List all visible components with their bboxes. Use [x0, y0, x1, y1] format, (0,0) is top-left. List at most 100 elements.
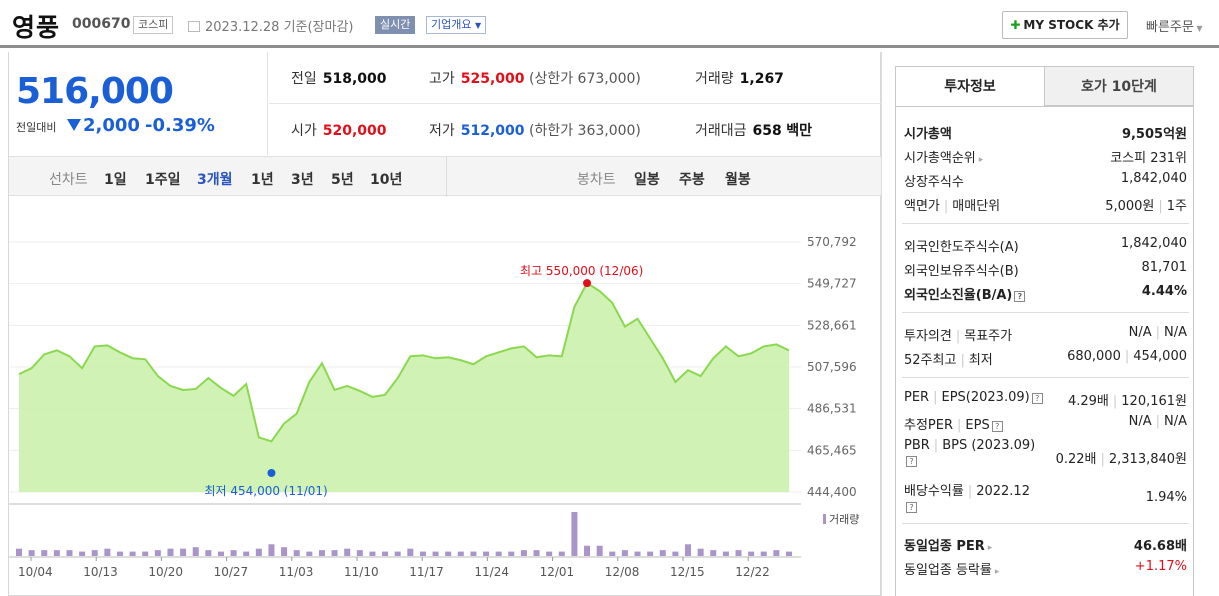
info-value-text: 120,161원	[1121, 394, 1187, 409]
chevron-right-icon: ▸	[978, 155, 984, 165]
info-mcap-rank[interactable]: 시가총액순위 ▸ 코스피 231위	[904, 147, 1187, 167]
chevron-down-icon: ▼	[1193, 24, 1203, 33]
prev-diff-label: 전일대비	[16, 121, 57, 134]
info-par: 액면가 | 매매단위 5,000원 | 1주	[904, 195, 1187, 215]
period-3y[interactable]: 3년	[291, 172, 314, 188]
help-icon[interactable]: ?	[1031, 393, 1043, 404]
period-10y[interactable]: 10년	[370, 172, 403, 188]
market-badge: 코스피	[133, 16, 174, 34]
company-overview-button[interactable]: 기업개요 ▼	[426, 16, 487, 34]
volume-bar	[154, 550, 161, 556]
volume-bar	[167, 548, 174, 556]
date-text: 2023.12.28 기준(장마감)	[205, 20, 354, 35]
info-value: N/A | N/A	[1128, 325, 1187, 340]
info-key: 동일업종 PER ▸	[904, 535, 992, 554]
realtime-badge[interactable]: 실시간	[375, 16, 416, 34]
info-industry-rate[interactable]: 동일업종 등락률 ▸ +1.17%	[904, 559, 1187, 579]
chevron-right-icon: ▸	[987, 543, 993, 553]
candle-monthly[interactable]: 월봉	[725, 172, 751, 188]
info-value: 46.68배	[1133, 539, 1187, 554]
volume-bar	[748, 551, 755, 556]
info-value: +1.17%	[1134, 559, 1187, 574]
info-key: 액면가 | 매매단위	[904, 199, 1001, 214]
help-icon[interactable]: ?	[991, 421, 1003, 432]
volume-bar	[318, 550, 325, 556]
invest-info-box: 시가총액 9,505억원 시가총액순위 ▸ 코스피 231위 상장주식수 1,842,0…	[895, 106, 1194, 596]
info-value: 680,000 | 454,000	[1067, 349, 1187, 364]
info-value: N/A | N/A	[1128, 414, 1187, 429]
help-icon[interactable]: ?	[906, 456, 917, 467]
current-price: 516,000	[16, 71, 174, 112]
tab-invest-info[interactable]: 투자정보	[895, 66, 1045, 106]
period-1y[interactable]: 1년	[251, 172, 274, 188]
info-key: 동일업종 등락률 ▸	[904, 559, 999, 578]
info-industry-per[interactable]: 동일업종 PER ▸ 46.68배	[904, 535, 1187, 555]
price-area	[19, 283, 789, 492]
period-1d[interactable]: 1일	[104, 172, 127, 188]
info-key-text: 2022.12	[976, 484, 1030, 499]
volume-bar	[293, 550, 300, 556]
candle-chart-label: 봉차트	[577, 172, 616, 188]
volume-bar	[672, 551, 679, 556]
x-tick-label: 12/08	[605, 565, 640, 579]
my-stock-add-button[interactable]: ✚ MY STOCK 추가	[1002, 11, 1128, 39]
plus-icon: ✚	[1010, 18, 1021, 32]
high-label: 최고 550,000 (12/06)	[520, 264, 643, 278]
info-key-text: 배당수익률	[904, 484, 964, 499]
volume-bar	[41, 550, 48, 556]
candle-weekly[interactable]: 주봉	[679, 172, 705, 188]
period-5y[interactable]: 5년	[331, 172, 354, 188]
info-value-text: 680,000	[1067, 349, 1121, 364]
tab-hoga[interactable]: 호가 10단계	[1044, 66, 1194, 106]
info-key-text: EPS	[965, 418, 990, 433]
info-foreign-limit: 외국인한도주식수(A) 1,842,040	[904, 236, 1187, 256]
chart-toolbar: 선차트 1일 1주일 3개월 1년 3년 5년 10년 봉차트 일봉 주봉 월봉	[9, 156, 882, 197]
volume-bar	[16, 548, 22, 556]
info-value: 1,842,040	[1120, 171, 1187, 186]
quick-order-button[interactable]: 빠른주문 ▼	[1146, 16, 1203, 35]
x-tick-label: 10/20	[148, 565, 183, 579]
volume-bar	[268, 544, 275, 556]
volume-bar	[546, 551, 553, 556]
volume-bar	[217, 551, 224, 556]
volume-bar	[647, 551, 654, 556]
volume-bar	[281, 547, 288, 556]
info-key: 시가총액순위 ▸	[904, 147, 983, 166]
info-value-text: 0.22배	[1055, 452, 1097, 467]
info-per: PER | EPS(2023.09)? 4.29배 | 120,161원	[904, 390, 1187, 410]
info-key: 투자의견 | 목표주가	[904, 329, 1013, 344]
volume-bar	[621, 550, 628, 556]
x-tick-label: 11/10	[344, 565, 379, 579]
info-pbr: PBR | BPS (2023.09)? 0.22배 | 2,313,840원	[904, 438, 1187, 478]
info-value-text: 454,000	[1133, 349, 1187, 364]
info-key-text: 매매단위	[952, 199, 1001, 214]
stock-name: 영풍	[12, 13, 61, 42]
volume-bar	[79, 551, 86, 556]
info-key-text: 추정PER	[904, 418, 954, 433]
volume-bar	[495, 551, 502, 556]
volume-bar	[609, 551, 616, 556]
company-overview-label: 기업개요	[431, 18, 472, 31]
info-value: 코스피 231위	[1110, 151, 1187, 166]
help-icon[interactable]: ?	[1014, 291, 1026, 302]
volume-bar	[192, 547, 199, 556]
candle-daily[interactable]: 일봉	[634, 172, 660, 188]
info-key: 시가총액	[904, 127, 952, 142]
period-3m[interactable]: 3개월	[197, 172, 233, 188]
stat-row-2: 시가 520,000 저가 512,000 (하한가 363,000) 거래대금 65…	[269, 104, 882, 156]
info-shares: 상장주식수 1,842,040	[904, 171, 1187, 191]
stat-value: 520,000	[322, 123, 387, 139]
volume-bar	[53, 550, 60, 556]
help-icon[interactable]: ?	[906, 502, 917, 513]
info-52w: 52주최고 | 최저 680,000 | 454,000	[904, 349, 1187, 369]
change-percent: -0.39%	[145, 115, 215, 136]
volume-bar	[596, 545, 603, 556]
volume-bar	[243, 551, 250, 556]
info-value: 9,505억원	[1121, 127, 1187, 142]
info-key-text: EPS(2023.09)	[941, 390, 1030, 405]
x-tick-label: 10/04	[18, 565, 53, 579]
volume-bar	[735, 550, 742, 556]
period-1w[interactable]: 1주일	[145, 172, 181, 188]
y-tick-label: 486,531	[807, 402, 857, 416]
volume-legend-swatch	[823, 514, 826, 524]
